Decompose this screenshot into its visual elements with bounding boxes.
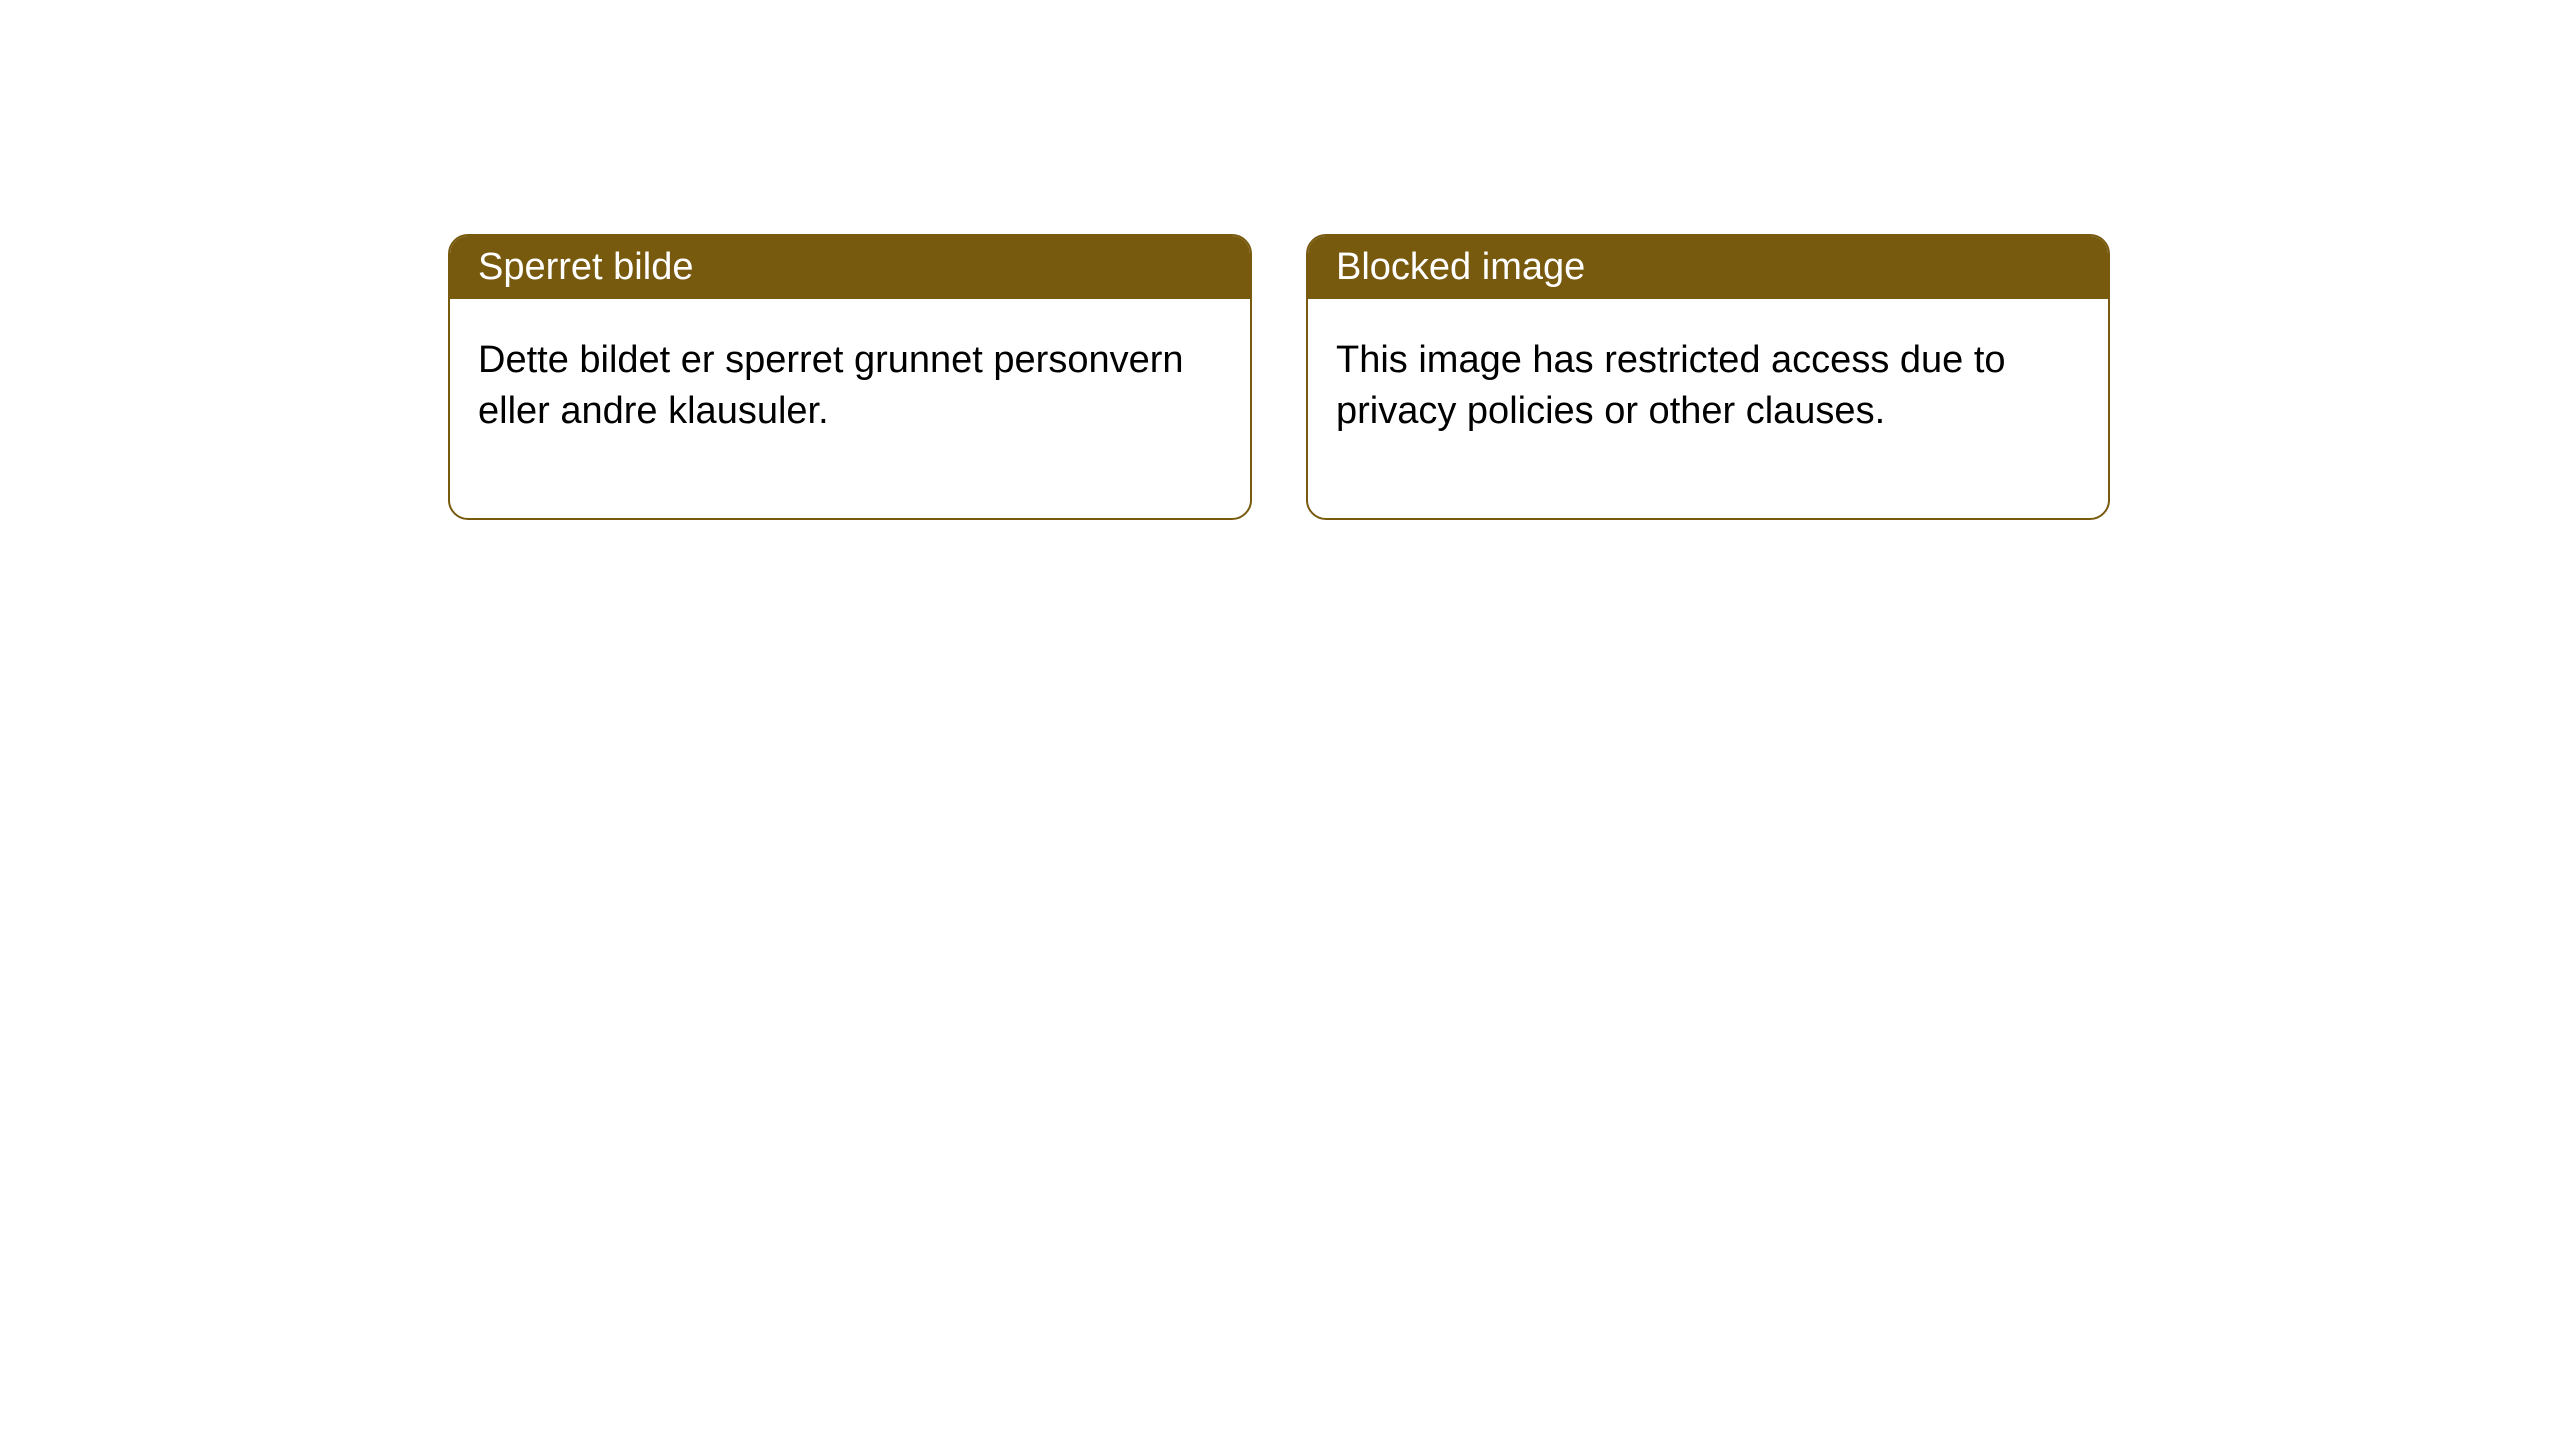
notice-cards-container: Sperret bilde Dette bildet er sperret gr… (0, 0, 2560, 520)
card-title: Blocked image (1336, 246, 1585, 288)
card-header: Blocked image (1308, 236, 2108, 299)
notice-card-english: Blocked image This image has restricted … (1306, 234, 2110, 520)
card-body-text: Dette bildet er sperret grunnet personve… (478, 339, 1184, 432)
card-body-text: This image has restricted access due to … (1336, 339, 2006, 432)
card-title: Sperret bilde (478, 246, 693, 288)
card-body: Dette bildet er sperret grunnet personve… (450, 299, 1250, 518)
notice-card-norwegian: Sperret bilde Dette bildet er sperret gr… (448, 234, 1252, 520)
card-header: Sperret bilde (450, 236, 1250, 299)
card-body: This image has restricted access due to … (1308, 299, 2108, 518)
